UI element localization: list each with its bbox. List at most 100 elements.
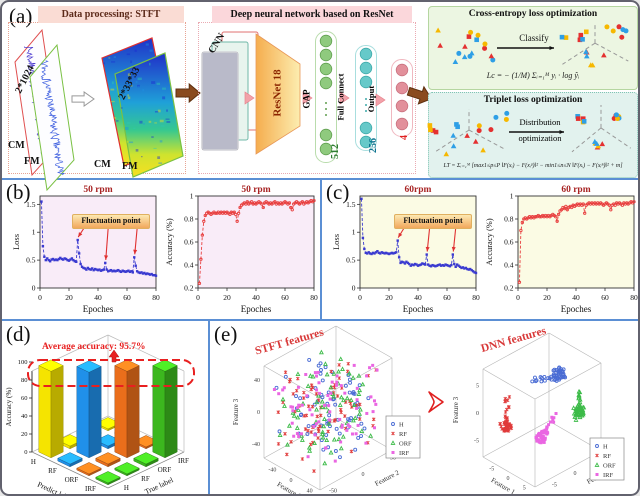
legend-box	[589, 437, 625, 481]
svg-text:H: H	[399, 422, 404, 429]
classified-shapes-graphic	[559, 22, 629, 68]
svg-text:80: 80	[152, 293, 160, 302]
confusion-bar3d-chart: 0 20 40 60 80 100 Accuracy (%) H RF ORF IRF H RF ORF I…	[5, 334, 195, 494]
svg-text:20: 20	[543, 293, 551, 302]
distribution-label-1: Distribution	[519, 117, 561, 127]
panel-d-label: (d)	[6, 322, 31, 346]
svg-text:5: 5	[476, 384, 479, 390]
svg-text:40: 40	[572, 293, 580, 302]
svg-text:ORF: ORF	[399, 441, 412, 448]
svg-text:IRF: IRF	[178, 457, 189, 465]
cm-label: CM	[8, 140, 25, 151]
brown-arrow-icon	[175, 82, 201, 104]
svg-text:Epoches: Epoches	[403, 304, 434, 314]
svg-text:Feature 3: Feature 3	[452, 396, 460, 423]
bar3d	[133, 452, 159, 465]
fluctuation-box-c: Fluctuation point	[394, 214, 472, 229]
svg-text:-50: -50	[329, 489, 337, 495]
svg-text:20: 20	[65, 293, 73, 302]
svg-text:0.2: 0.2	[184, 284, 194, 293]
svg-text:-40: -40	[252, 442, 260, 448]
svg-text:RF: RF	[141, 475, 150, 483]
white-arrow-icon	[71, 91, 95, 107]
bar3d	[114, 359, 140, 372]
svg-text:40: 40	[21, 413, 28, 420]
svg-text:0: 0	[507, 476, 510, 482]
svg-text:Accuracy (%): Accuracy (%)	[5, 387, 13, 427]
bar3d	[76, 366, 90, 459]
svg-text:H: H	[124, 484, 129, 492]
fc-label: Full Connect	[335, 73, 346, 121]
svg-text:0: 0	[38, 293, 42, 302]
gap-label: GAP	[301, 89, 312, 109]
divider-v-de	[208, 319, 210, 494]
svg-text:ORF: ORF	[158, 466, 172, 474]
brown-arrow-icon	[406, 85, 433, 105]
divider-v-bc	[320, 178, 322, 319]
svg-text:60: 60	[21, 395, 28, 402]
svg-text:ORF: ORF	[65, 476, 79, 484]
bar3d	[76, 360, 102, 373]
classify-label: Classify	[519, 33, 549, 43]
svg-text:0.2: 0.2	[504, 284, 514, 293]
svg-text:20: 20	[21, 431, 28, 438]
classify-arrow-icon	[497, 46, 554, 50]
svg-text:60 rpm: 60 rpm	[561, 185, 590, 195]
triplet-formula: LT = Σᵢ₌₁ᴹ [max1≤p≤P ‖F(xᵢ) − F(xᵢᵖ)‖² −…	[443, 163, 623, 169]
svg-text:0: 0	[352, 284, 356, 293]
svg-text:-5: -5	[489, 467, 494, 473]
svg-text:50 rpm: 50 rpm	[83, 185, 112, 195]
svg-text:Feature 3: Feature 3	[232, 398, 240, 425]
svg-text:20: 20	[223, 293, 231, 302]
svg-text:H: H	[31, 458, 36, 466]
svg-text:0: 0	[290, 478, 293, 484]
svg-text:IRF: IRF	[603, 472, 614, 479]
bar3d	[95, 452, 121, 465]
svg-text:60rpm: 60rpm	[405, 185, 432, 195]
svg-text:40: 40	[94, 293, 102, 302]
svg-text:0: 0	[574, 471, 577, 477]
svg-text:Feature 1: Feature 1	[490, 476, 517, 496]
mixed-shapes-graphic	[435, 27, 496, 65]
svg-text:1: 1	[510, 192, 514, 201]
fc512-nodes-graphic	[315, 31, 337, 163]
bar3d	[95, 471, 121, 484]
bar3d	[164, 365, 178, 459]
pink-triangle-icon	[302, 91, 313, 105]
svg-text:50 rpm: 50 rpm	[241, 185, 270, 195]
bar3d	[88, 366, 102, 459]
loss-60rpm-chart: 0 20 40 60 80 0 0.5 1 1.5 60rpm Epoches Loss	[331, 185, 480, 314]
svg-text:0.4: 0.4	[504, 261, 514, 270]
tight-cluster-shapes-graphic	[571, 105, 631, 153]
svg-text:0.8: 0.8	[184, 215, 194, 224]
average-accuracy-label: Average accuracy: 95.7%	[42, 342, 146, 352]
svg-text:1: 1	[32, 228, 36, 237]
accuracy-60rpm-chart: 0 20 40 60 80 0.2 0.4 0.6 0.8 1 60 rpm Epoches Accur…	[484, 185, 638, 314]
bar3d	[126, 365, 140, 459]
n4-label: 4	[399, 135, 410, 140]
cross-entropy-formula: Lc = − (1/M) Σᵢ₌₁ᴹ yᵢ · log ŷᵢ	[486, 71, 580, 80]
svg-text:60: 60	[123, 293, 131, 302]
svg-text:RF: RF	[603, 453, 611, 460]
svg-text:Loss: Loss	[11, 234, 21, 250]
svg-text:0.8: 0.8	[504, 215, 514, 224]
accuracy-50rpm-chart: 0 20 40 60 80 0.2 0.4 0.6 0.8 1 50 rpm Epoches Accur…	[164, 185, 318, 314]
svg-text:Epoches: Epoches	[241, 304, 272, 314]
fm2-label: FM	[122, 161, 138, 172]
svg-text:RF: RF	[399, 431, 407, 438]
svg-text:1: 1	[352, 228, 356, 237]
divider-h2	[2, 319, 638, 321]
svg-text:0.6: 0.6	[184, 238, 194, 247]
triplet-title: Triplet loss optimization	[483, 95, 583, 105]
panel-e-label: (e)	[214, 322, 238, 346]
svg-text:40: 40	[252, 293, 260, 302]
svg-text:Accuracy (%): Accuracy (%)	[484, 218, 494, 266]
svg-text:-40: -40	[268, 467, 276, 473]
svg-text:0: 0	[32, 284, 36, 293]
svg-text:1.5: 1.5	[346, 200, 356, 209]
svg-text:60: 60	[443, 293, 451, 302]
distribution-arrow-icon	[509, 130, 564, 134]
svg-text:Feature 2: Feature 2	[374, 468, 401, 488]
